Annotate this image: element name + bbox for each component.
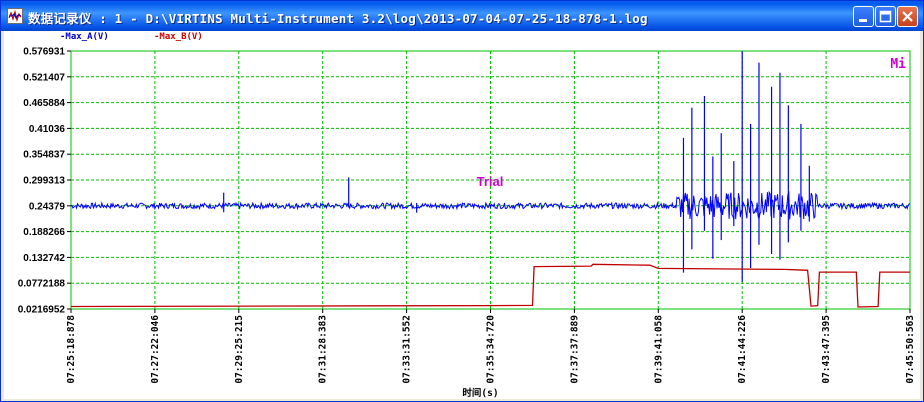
y-tick-label: 0.299313 — [23, 176, 65, 187]
x-tick-label: 07:27:22:046 — [150, 315, 161, 384]
title-bar[interactable]: 数据记录仪 : 1 - D:\VIRTINS Multi-Instrument … — [1, 1, 923, 31]
close-icon — [902, 11, 913, 22]
y-tick-label: 0.0772188 — [18, 279, 66, 290]
y-tick-label: 0.41036 — [29, 124, 66, 135]
line-chart[interactable]: 0.576931 0.521407 0.465884 0.41036 0.354837 0… — [4, 31, 920, 400]
series-b-line — [70, 263, 910, 308]
corner-logo-text: Mi — [890, 57, 906, 72]
legend-series-b: -Max_B(V) — [154, 32, 203, 42]
y-tick-label: 0.576931 — [23, 47, 65, 58]
y-tick-label: 0.0216952 — [18, 305, 66, 316]
series-a-line — [70, 190, 911, 220]
x-tick-label: 07:43:47:395 — [821, 315, 832, 384]
legend-series-a: -Max_A(V) — [60, 32, 109, 42]
y-tick-label: 0.188266 — [23, 227, 65, 238]
y-tick-label: 0.132742 — [23, 253, 65, 264]
x-axis-title: 时间(s) — [462, 387, 498, 399]
minimize-icon — [859, 19, 867, 22]
y-tick-label: 0.24379 — [29, 201, 66, 212]
minimize-button[interactable] — [853, 6, 874, 27]
x-tick-label: 07:35:34:720 — [486, 315, 497, 384]
close-button[interactable] — [897, 6, 918, 27]
y-tick-label: 0.354837 — [23, 150, 65, 161]
trial-watermark: Trial — [477, 174, 504, 189]
maximize-button[interactable] — [875, 6, 896, 27]
app-icon[interactable] — [7, 8, 23, 24]
wave-icon — [8, 9, 22, 23]
x-tick-label: 07:39:41:058 — [653, 315, 664, 384]
chart-area[interactable]: -Max_A(V) -Max_B(V) 0.576931 0.521407 0.46… — [4, 31, 920, 399]
maximize-icon — [879, 10, 892, 23]
x-tick-label: 07:45:50:563 — [905, 315, 916, 384]
x-tick-label: 07:37:37:889 — [569, 315, 580, 384]
x-tick-label: 07:31:28:383 — [318, 315, 329, 384]
y-tick-label: 0.521407 — [23, 72, 65, 83]
y-tick-label: 0.465884 — [23, 98, 65, 109]
x-tick-label: 07:33:31:552 — [402, 315, 413, 384]
x-tick-label: 07:29:25:215 — [234, 315, 245, 384]
x-tick-label: 07:25:18:878 — [66, 315, 77, 384]
x-tick-label: 07:41:44:226 — [737, 315, 748, 384]
window-title: 数据记录仪 : 1 - D:\VIRTINS Multi-Instrument … — [28, 11, 648, 26]
